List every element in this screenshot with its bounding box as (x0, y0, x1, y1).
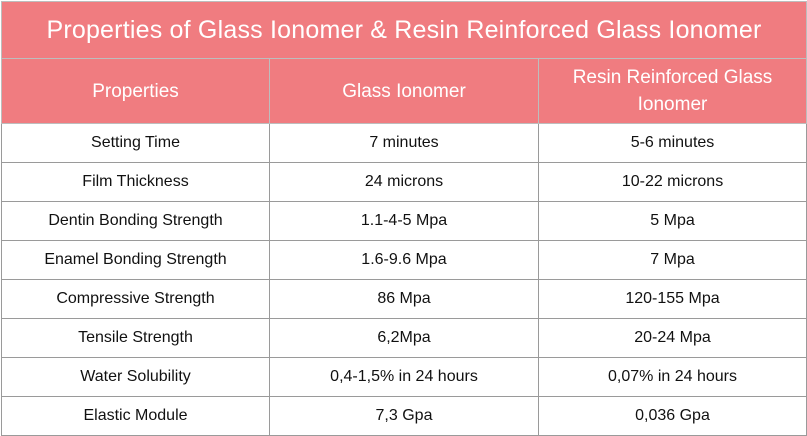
table-row: Dentin Bonding Strength 1.1-4-5 Mpa 5 Mp… (1, 201, 807, 241)
table-row: Elastic Module 7,3 Gpa 0,036 Gpa (1, 396, 807, 436)
table-row: Film Thickness 24 microns 10-22 microns (1, 162, 807, 202)
resin-reinforced-cell: 5 Mpa (538, 201, 807, 241)
glass-ionomer-cell: 7,3 Gpa (269, 396, 539, 436)
table-title: Properties of Glass Ionomer & Resin Rein… (1, 1, 807, 59)
table-row: Compressive Strength 86 Mpa 120-155 Mpa (1, 279, 807, 319)
resin-reinforced-cell: 20-24 Mpa (538, 318, 807, 358)
property-cell: Film Thickness (1, 162, 270, 202)
glass-ionomer-cell: 1.1-4-5 Mpa (269, 201, 539, 241)
property-cell: Dentin Bonding Strength (1, 201, 270, 241)
resin-reinforced-cell: 0,036 Gpa (538, 396, 807, 436)
column-header-row: Properties Glass Ionomer Resin Reinforce… (1, 58, 807, 124)
column-header-properties: Properties (1, 58, 270, 124)
resin-reinforced-cell: 10-22 microns (538, 162, 807, 202)
table-row: Tensile Strength 6,2Mpa 20-24 Mpa (1, 318, 807, 358)
table-row: Setting Time 7 minutes 5-6 minutes (1, 123, 807, 163)
glass-ionomer-cell: 0,4-1,5% in 24 hours (269, 357, 539, 397)
glass-ionomer-cell: 6,2Mpa (269, 318, 539, 358)
column-header-glass-ionomer: Glass Ionomer (269, 58, 539, 124)
resin-reinforced-cell: 7 Mpa (538, 240, 807, 280)
property-cell: Water Solubility (1, 357, 270, 397)
property-cell: Compressive Strength (1, 279, 270, 319)
column-header-resin-reinforced: Resin Reinforced Glass Ionomer (538, 58, 807, 124)
resin-reinforced-cell: 5-6 minutes (538, 123, 807, 163)
glass-ionomer-cell: 1.6-9.6 Mpa (269, 240, 539, 280)
glass-ionomer-cell: 7 minutes (269, 123, 539, 163)
table-row: Enamel Bonding Strength 1.6-9.6 Mpa 7 Mp… (1, 240, 807, 280)
glass-ionomer-cell: 86 Mpa (269, 279, 539, 319)
property-cell: Enamel Bonding Strength (1, 240, 270, 280)
property-cell: Setting Time (1, 123, 270, 163)
table-title-row: Properties of Glass Ionomer & Resin Rein… (1, 1, 807, 59)
resin-reinforced-cell: 0,07% in 24 hours (538, 357, 807, 397)
table-row: Water Solubility 0,4-1,5% in 24 hours 0,… (1, 357, 807, 397)
property-cell: Tensile Strength (1, 318, 270, 358)
resin-reinforced-cell: 120-155 Mpa (538, 279, 807, 319)
property-cell: Elastic Module (1, 396, 270, 436)
glass-ionomer-cell: 24 microns (269, 162, 539, 202)
